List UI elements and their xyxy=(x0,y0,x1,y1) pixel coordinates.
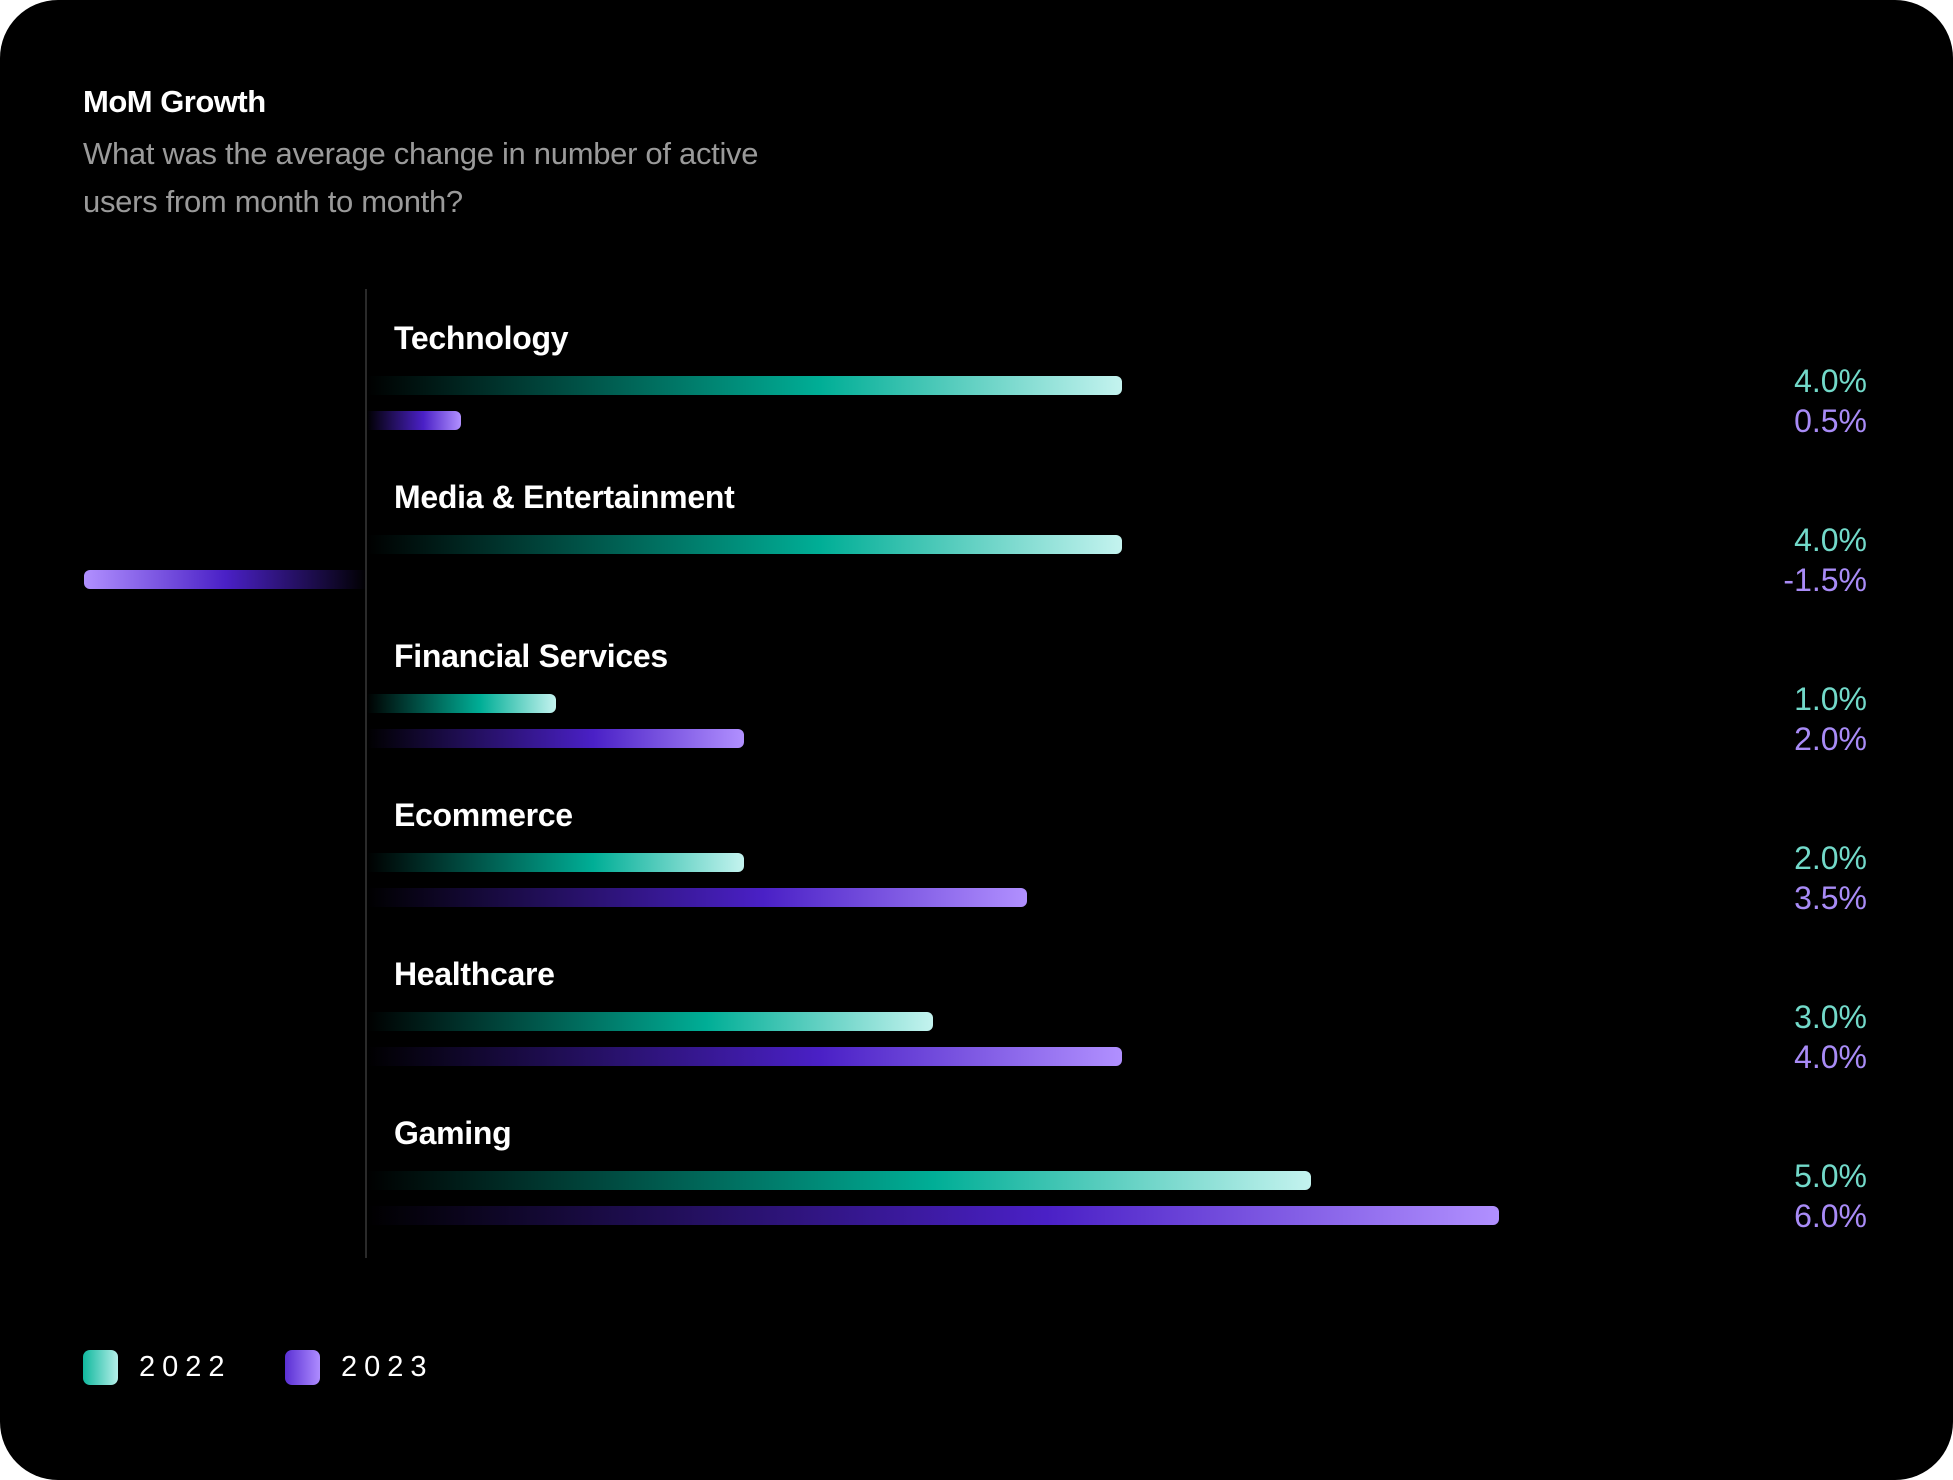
category-label: Healthcare xyxy=(394,956,555,992)
data-label-2022: 2.0% xyxy=(1794,840,1867,876)
data-label-2023: 4.0% xyxy=(1794,1039,1867,1075)
bar-2022 xyxy=(367,535,1122,554)
zero-axis-line xyxy=(365,289,367,1258)
chart-title: MoM Growth xyxy=(83,84,266,119)
data-label-2022: 3.0% xyxy=(1794,999,1867,1035)
category-label: Media & Entertainment xyxy=(394,479,735,515)
data-label-2023: 2.0% xyxy=(1794,721,1867,757)
bar-2023 xyxy=(367,888,1028,907)
data-label-2023: -1.5% xyxy=(1783,562,1867,598)
category-label: Gaming xyxy=(394,1115,512,1151)
bar-2022 xyxy=(367,1171,1311,1190)
bar-2023 xyxy=(367,729,745,748)
category-label: Financial Services xyxy=(394,638,668,674)
bar-2022 xyxy=(367,1012,934,1031)
legend-swatch-2023 xyxy=(285,1350,320,1385)
chart-subtitle: What was the average change in number of… xyxy=(83,136,759,219)
legend-item-2023: 2023 xyxy=(285,1350,434,1385)
data-label-2022: 1.0% xyxy=(1794,681,1867,717)
data-label-2023: 6.0% xyxy=(1794,1198,1867,1234)
data-label-2022: 5.0% xyxy=(1794,1158,1867,1194)
legend-label-2023: 2023 xyxy=(341,1351,434,1383)
category-label: Technology xyxy=(394,320,569,356)
bar-2023 xyxy=(83,570,367,589)
bar-2023 xyxy=(367,411,462,430)
legend-label-2022: 2022 xyxy=(139,1351,232,1383)
data-label-2023: 3.5% xyxy=(1794,880,1867,916)
data-label-2022: 4.0% xyxy=(1794,363,1867,399)
category-label: Ecommerce xyxy=(394,797,573,833)
bar-2022 xyxy=(367,853,745,872)
bar-2022 xyxy=(367,376,1122,395)
legend-item-2022: 2022 xyxy=(83,1350,232,1385)
data-label-2022: 4.0% xyxy=(1794,522,1867,558)
bar-2023 xyxy=(367,1047,1122,1066)
bar-2023 xyxy=(367,1206,1500,1225)
legend-swatch-2022 xyxy=(83,1350,118,1385)
bar-2022 xyxy=(367,694,556,713)
data-label-2023: 0.5% xyxy=(1794,403,1867,439)
